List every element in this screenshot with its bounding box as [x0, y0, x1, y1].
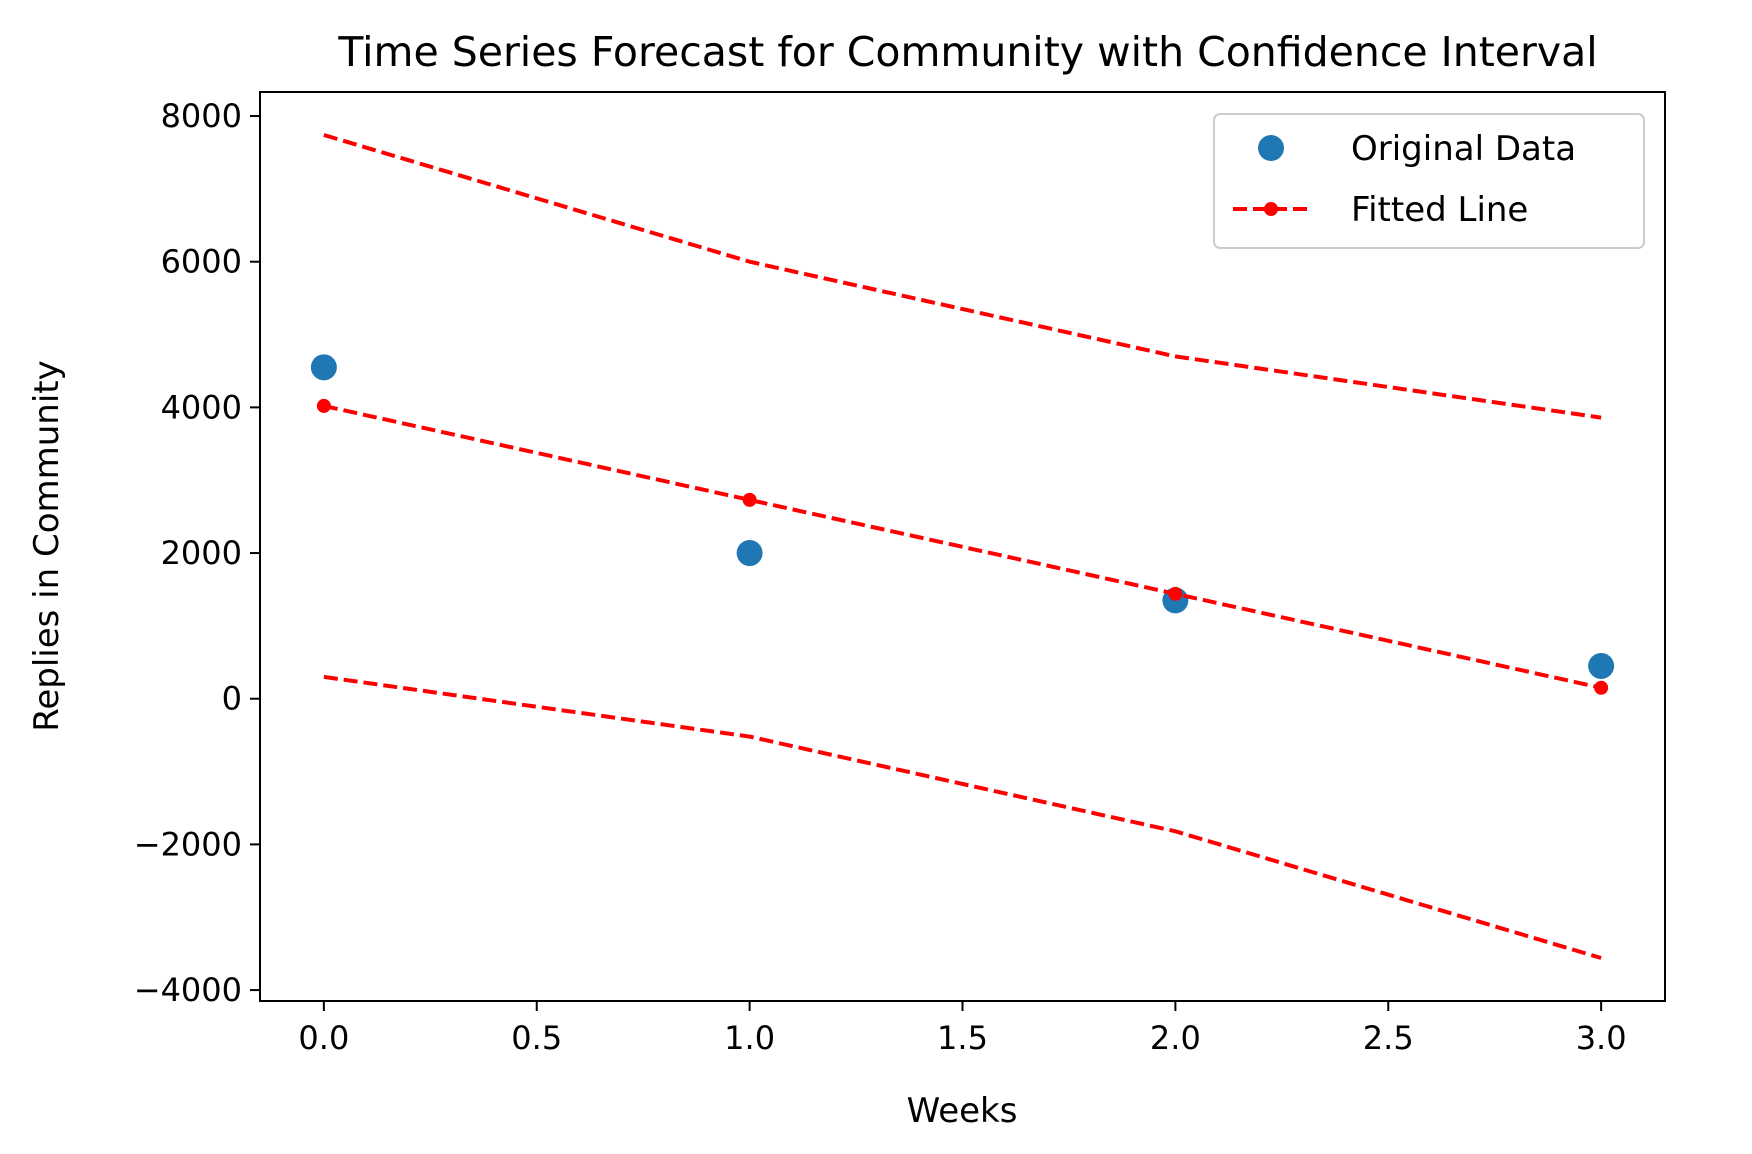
x-tick-label: 2.5	[1363, 1019, 1414, 1057]
y-tick-label: 6000	[161, 243, 242, 281]
y-axis: −4000 −2000 0 2000 4000 6000 8000	[134, 97, 260, 1009]
legend: Original Data Fitted Line	[1213, 113, 1645, 249]
original-data-point	[310, 354, 337, 381]
x-tick-label: 0.5	[511, 1019, 562, 1057]
legend-fitted-line-marker	[1264, 202, 1278, 216]
y-tick-label: −4000	[134, 971, 242, 1009]
x-tick-label: 3.0	[1576, 1019, 1627, 1057]
fitted-line-point	[1168, 586, 1183, 601]
legend-original-data-label: Original Data	[1351, 129, 1576, 169]
y-tick-label: 2000	[161, 534, 242, 572]
plot-area	[310, 133, 1615, 960]
legend-fitted-line-label: Fitted Line	[1351, 190, 1528, 230]
legend-box	[1213, 113, 1645, 249]
fitted-line	[323, 403, 1602, 690]
x-tick-label: 1.5	[937, 1019, 988, 1057]
x-tick-label: 2.0	[1150, 1019, 1201, 1057]
y-tick-label: −2000	[134, 825, 242, 863]
legend-original-data-marker	[1258, 135, 1284, 161]
chart-title: Time Series Forecast for Community with …	[337, 28, 1597, 76]
x-axis: 0.0 0.5 1.0 1.5 2.0 2.5 3.0	[298, 1001, 1627, 1057]
x-tick-label: 0.0	[298, 1019, 349, 1057]
x-axis-label: Weeks	[907, 1091, 1018, 1131]
fitted-line-point	[316, 398, 331, 413]
y-axis-label: Replies in Community	[27, 360, 67, 732]
lower-bound-line	[323, 674, 1602, 960]
fitted-line-point	[742, 492, 757, 507]
y-tick-label: 8000	[161, 97, 242, 135]
y-tick-label: 0	[222, 680, 242, 718]
x-tick-label: 1.0	[724, 1019, 775, 1057]
original-data-point	[1588, 652, 1615, 679]
y-tick-label: 4000	[161, 388, 242, 426]
original-data-point	[736, 540, 763, 567]
fitted-line-point	[1594, 680, 1609, 695]
upper-bound-line	[323, 133, 1602, 420]
